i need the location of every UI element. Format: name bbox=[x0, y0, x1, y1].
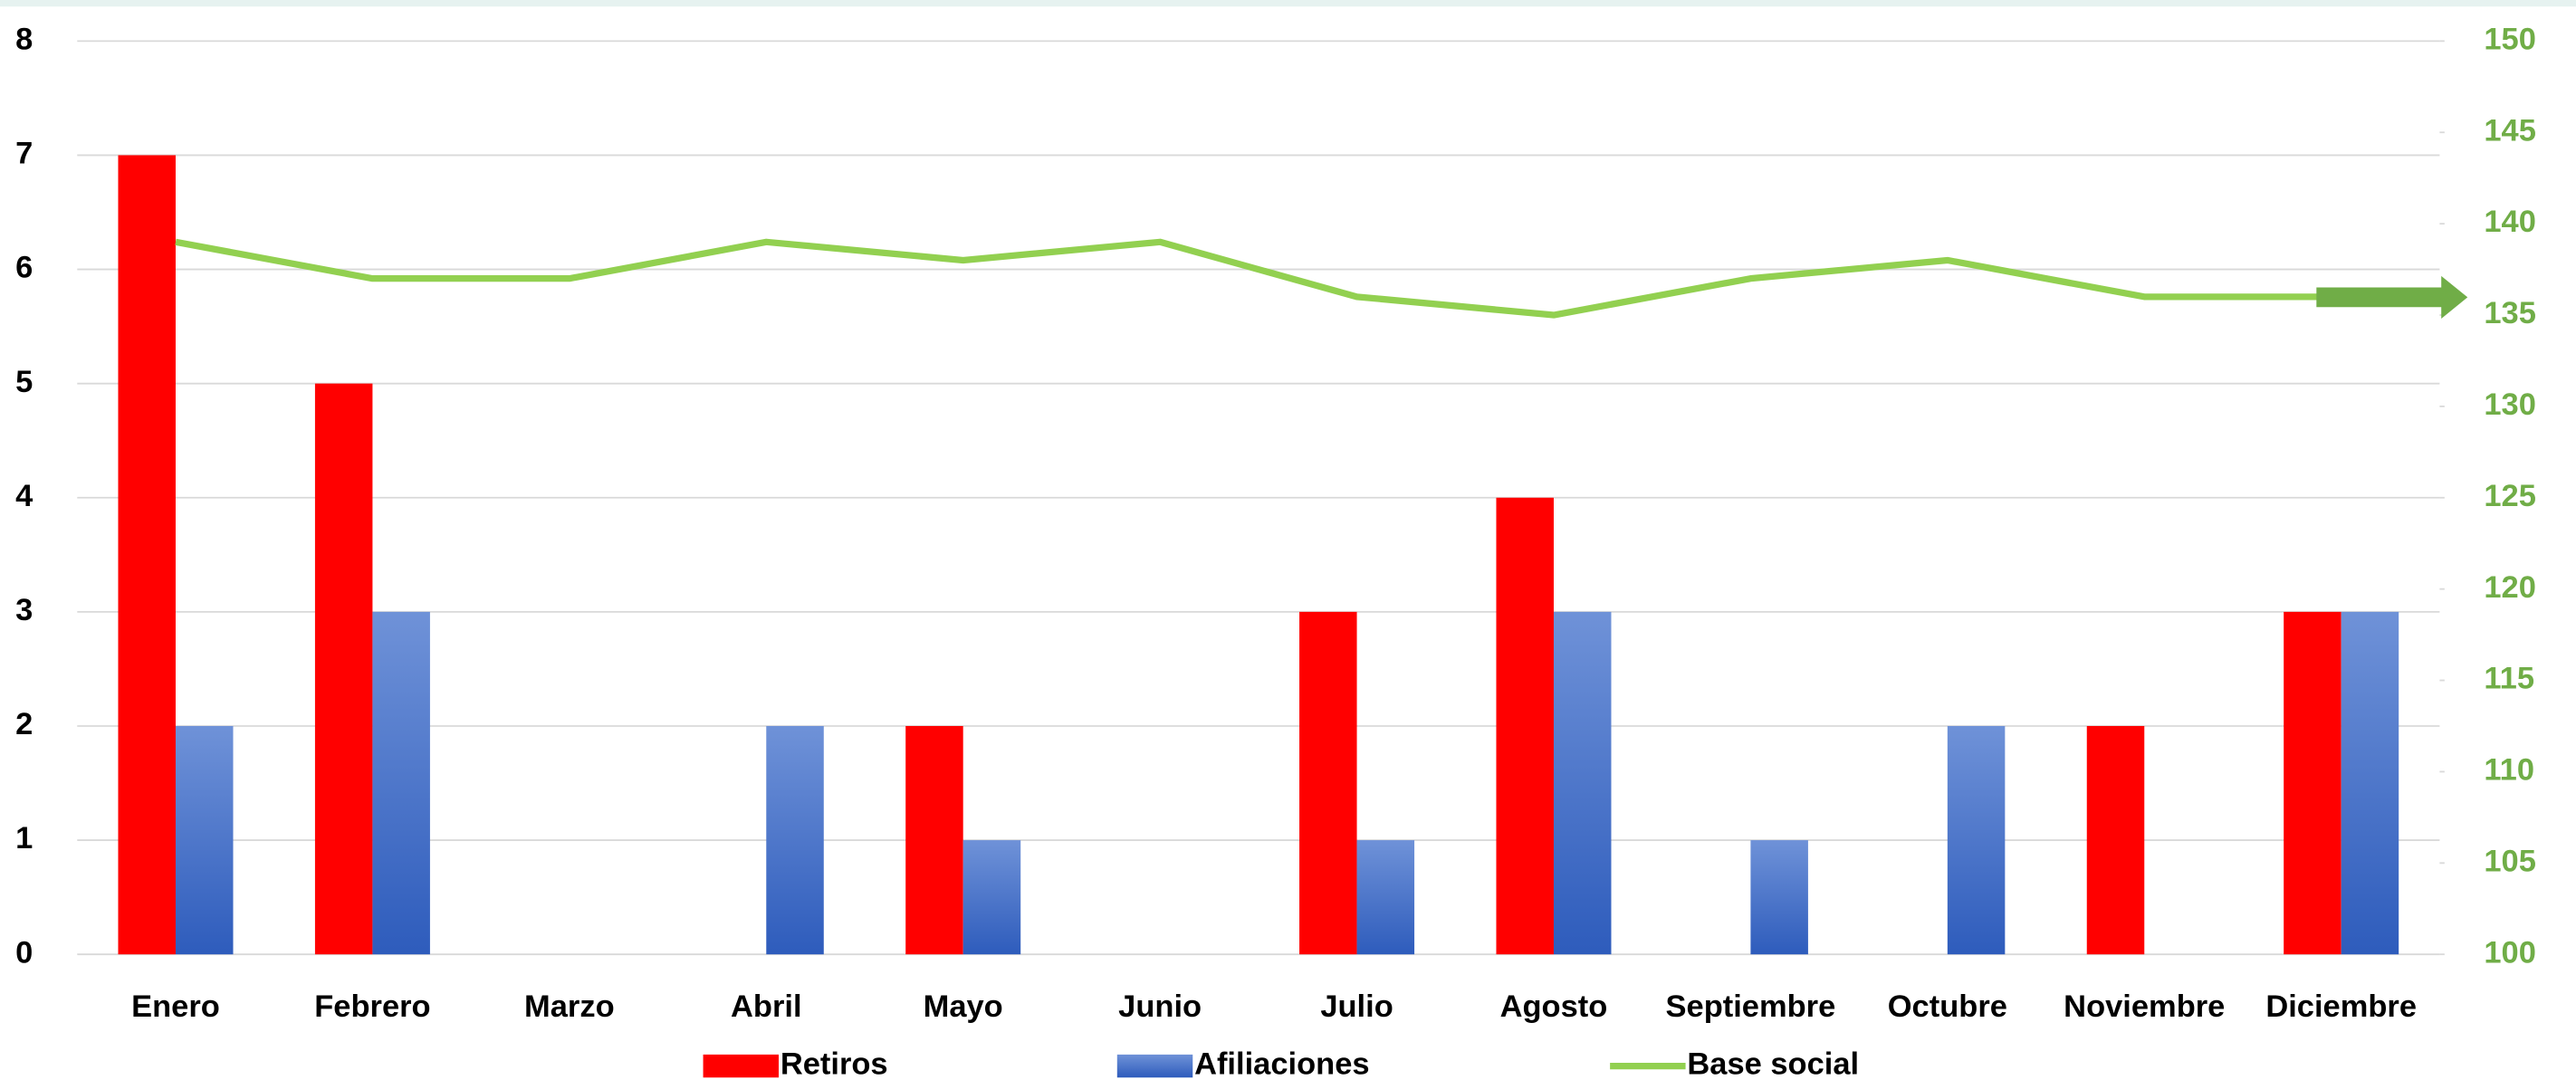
bar bbox=[2341, 611, 2399, 955]
legend-swatch bbox=[1116, 1054, 1193, 1078]
bar bbox=[1750, 840, 1808, 955]
x-tick-label: Abril bbox=[731, 989, 802, 1024]
legend-label: Retiros bbox=[780, 1047, 888, 1080]
x-tick-label: Junio bbox=[1118, 989, 1202, 1024]
y2-tick-label: 105 bbox=[2484, 844, 2536, 878]
labels: 0 1 2 3 4 5 6 7 8 100 105 110 115 120 125 130 135 140 145 1… bbox=[15, 22, 2536, 1080]
bar bbox=[2086, 725, 2145, 955]
x-tick-label: Febrero bbox=[314, 989, 430, 1024]
y-tick-label: 7 bbox=[15, 137, 33, 171]
bar bbox=[372, 611, 430, 955]
y-tick-label: 1 bbox=[15, 821, 33, 855]
x-tick-label: Septiembre bbox=[1666, 989, 1836, 1024]
trend-arrow bbox=[2316, 275, 2468, 320]
y-tick-label: 3 bbox=[15, 593, 33, 627]
bar bbox=[962, 840, 1021, 955]
legend-swatch bbox=[703, 1054, 780, 1078]
legend-label: Base social bbox=[1687, 1047, 1859, 1080]
lines bbox=[175, 238, 2341, 319]
y2-tick-label: 110 bbox=[2484, 753, 2534, 788]
top-strip bbox=[0, 0, 2576, 7]
bar bbox=[1947, 725, 2006, 955]
bar bbox=[1496, 497, 1554, 955]
x-tick-label: Noviembre bbox=[2064, 989, 2225, 1024]
bar bbox=[314, 383, 373, 955]
line bbox=[175, 238, 2341, 319]
y-tick-label: 2 bbox=[15, 707, 33, 741]
y-tick-label: 0 bbox=[15, 935, 33, 970]
bar bbox=[905, 725, 963, 955]
x-tick-label: Octubre bbox=[1888, 989, 2007, 1024]
y-tick-label: 4 bbox=[15, 479, 33, 513]
y2-tick-label: 120 bbox=[2484, 570, 2536, 605]
y2-tick-label: 140 bbox=[2484, 205, 2536, 239]
grid bbox=[77, 40, 2445, 956]
bar bbox=[175, 725, 234, 955]
bar bbox=[766, 725, 824, 955]
y2-tick-label: 150 bbox=[2484, 22, 2536, 56]
bar bbox=[1356, 840, 1415, 955]
y2-tick-label: 135 bbox=[2484, 296, 2536, 330]
legend-label: Afiliaciones bbox=[1194, 1047, 1369, 1080]
x-tick-label: Mayo bbox=[924, 989, 1003, 1024]
y2-tick-label: 145 bbox=[2484, 113, 2536, 148]
x-tick-label: Diciembre bbox=[2265, 989, 2417, 1024]
y-tick-label: 6 bbox=[15, 251, 33, 285]
x-tick-label: Enero bbox=[131, 989, 220, 1024]
bar bbox=[1299, 611, 1357, 955]
y2-tick-label: 130 bbox=[2484, 387, 2536, 422]
x-tick-label: Julio bbox=[1320, 989, 1393, 1024]
bars bbox=[118, 155, 2399, 955]
y2-tick-label: 115 bbox=[2484, 662, 2534, 696]
y2-tick-label: 100 bbox=[2484, 935, 2536, 970]
bar bbox=[118, 155, 176, 955]
y-tick-label: 8 bbox=[15, 22, 33, 56]
x-tick-label: Agosto bbox=[1500, 989, 1608, 1024]
y-tick-label: 5 bbox=[15, 365, 33, 399]
y2-tick-label: 125 bbox=[2484, 479, 2536, 513]
x-tick-label: Marzo bbox=[524, 989, 615, 1024]
bar bbox=[1553, 611, 1612, 955]
bar bbox=[2284, 611, 2341, 955]
